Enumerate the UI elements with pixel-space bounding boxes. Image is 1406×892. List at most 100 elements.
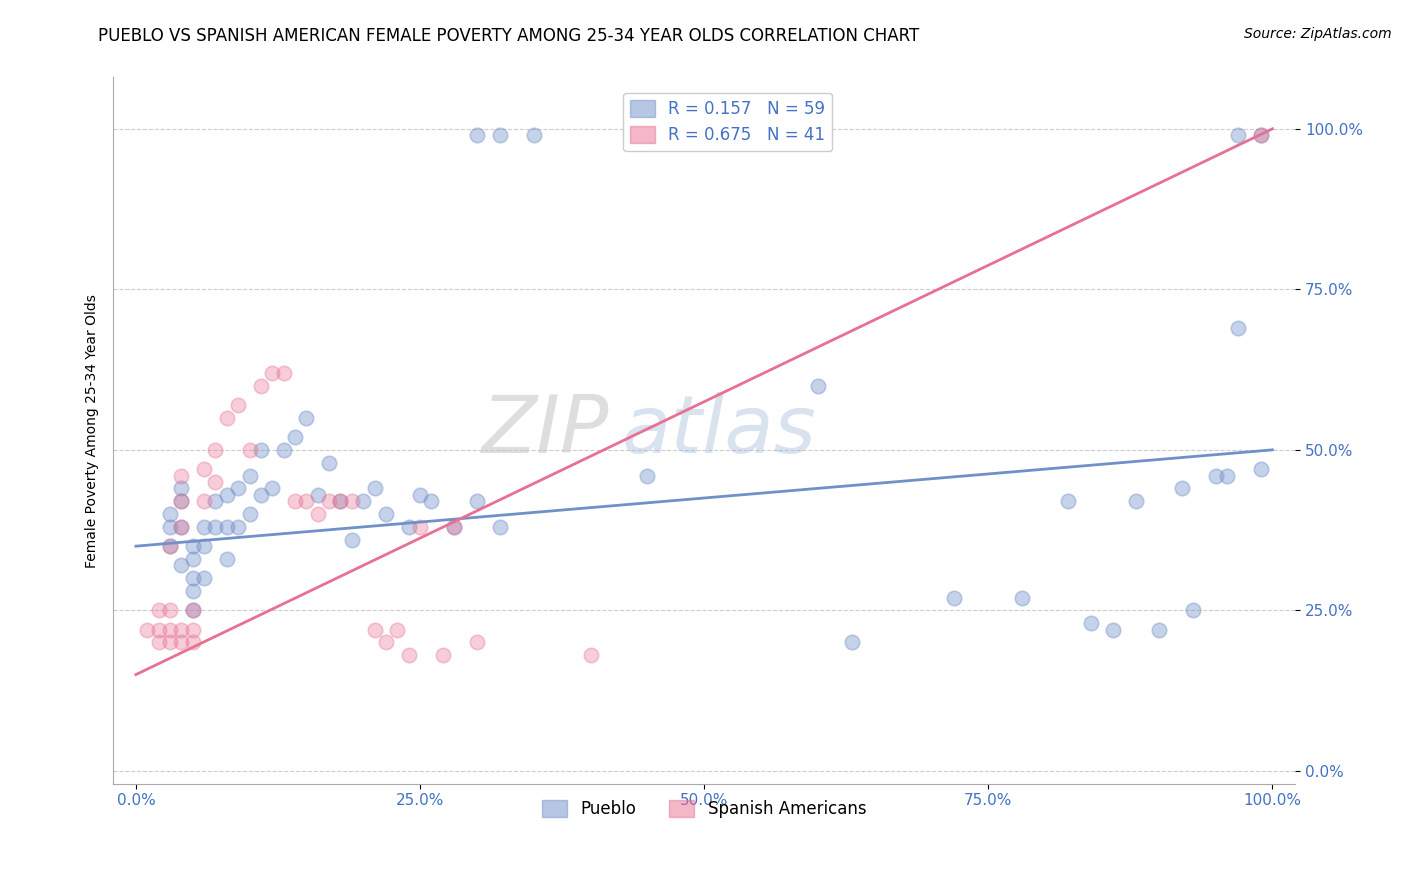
Point [340,494,363,508]
Point [170,635,193,649]
Point [943,591,966,605]
Point [170,494,193,508]
Point [465,635,488,649]
Point [159,539,181,553]
Point [488,520,510,534]
Point [170,494,193,508]
Point [215,552,238,566]
Point [159,603,181,617]
Point [204,475,226,489]
Point [193,539,215,553]
Point [170,520,193,534]
Point [284,430,307,444]
Point [398,648,420,663]
Point [181,623,204,637]
Point [432,648,454,663]
Point [148,603,170,617]
Legend: Pueblo, Spanish Americans: Pueblo, Spanish Americans [536,793,873,825]
Point [1011,591,1033,605]
Point [295,494,318,508]
Point [226,520,249,534]
Point [159,635,181,649]
Point [398,520,420,534]
Point [136,623,159,637]
Point [193,494,215,508]
Point [170,482,193,496]
Point [250,442,273,457]
Point [181,603,204,617]
Point [1227,128,1250,143]
Point [193,462,215,476]
Point [329,494,352,508]
Point [239,507,262,521]
Point [273,366,295,380]
Point [443,520,465,534]
Point [1181,603,1204,617]
Point [1250,128,1272,143]
Point [1227,321,1250,335]
Point [181,552,204,566]
Point [1250,128,1272,143]
Y-axis label: Female Poverty Among 25-34 Year Olds: Female Poverty Among 25-34 Year Olds [86,293,100,567]
Point [226,398,249,412]
Point [181,539,204,553]
Point [262,366,284,380]
Point [250,488,273,502]
Point [363,482,385,496]
Point [239,468,262,483]
Point [262,482,284,496]
Point [215,410,238,425]
Point [375,507,398,521]
Point [1147,623,1170,637]
Point [1102,623,1125,637]
Point [1216,468,1239,483]
Point [239,442,262,457]
Point [250,378,273,392]
Point [318,456,340,470]
Point [443,520,465,534]
Point [204,520,226,534]
Point [159,507,181,521]
Point [841,635,863,649]
Point [215,520,238,534]
Point [148,623,170,637]
Point [340,533,363,547]
Point [807,378,830,392]
Text: atlas: atlas [621,392,817,469]
Point [488,128,510,143]
Point [215,488,238,502]
Point [193,520,215,534]
Point [181,603,204,617]
Text: Source: ZipAtlas.com: Source: ZipAtlas.com [1244,27,1392,41]
Point [318,494,340,508]
Point [465,494,488,508]
Point [363,623,385,637]
Point [1250,462,1272,476]
Point [409,520,432,534]
Point [1205,468,1227,483]
Point [579,648,602,663]
Point [170,520,193,534]
Point [170,623,193,637]
Point [375,635,398,649]
Point [204,442,226,457]
Point [181,571,204,585]
Point [420,494,443,508]
Point [1056,494,1078,508]
Point [181,635,204,649]
Point [329,494,352,508]
Point [295,410,318,425]
Point [204,494,226,508]
Point [181,584,204,599]
Point [159,520,181,534]
Point [284,494,307,508]
Point [1125,494,1147,508]
Point [273,442,295,457]
Point [226,482,249,496]
Point [307,488,329,502]
Point [409,488,432,502]
Point [170,468,193,483]
Point [307,507,329,521]
Point [170,558,193,573]
Point [465,128,488,143]
